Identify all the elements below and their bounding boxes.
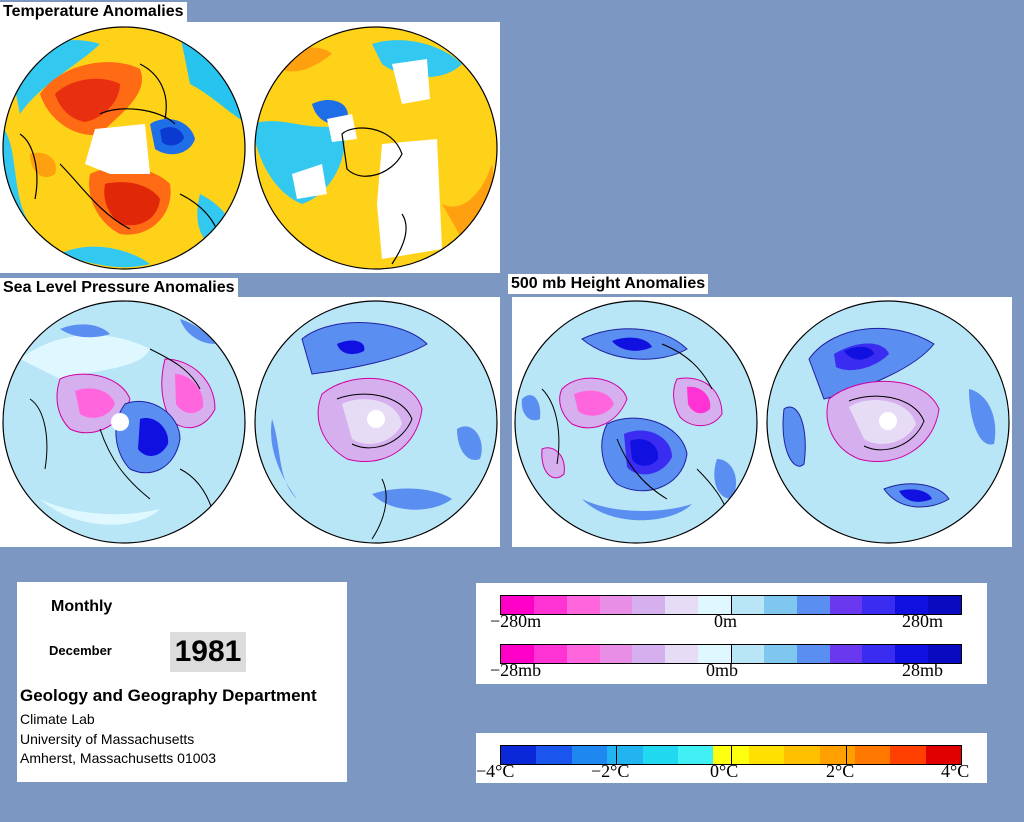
department-label: Geology and Geography Department (20, 686, 317, 705)
scale-swatch (533, 596, 567, 614)
scale-swatch (890, 746, 926, 764)
scale-swatch (862, 645, 896, 663)
scale-swatch (571, 746, 608, 764)
pressure-max-label: 28mb (902, 660, 944, 680)
pressure-min-label: −28mb (490, 660, 542, 680)
scale-swatch (829, 645, 863, 663)
scale-swatch (784, 746, 820, 764)
temp-label-5: 4°C (941, 761, 970, 781)
lab-label: Climate Lab (20, 711, 95, 727)
scale-swatch (599, 645, 633, 663)
scale-swatch (895, 645, 929, 663)
scale-swatch (665, 596, 699, 614)
scale-tick (731, 596, 732, 614)
scale-swatch (698, 596, 732, 614)
temperature-north-globe (2, 26, 246, 270)
slp-north-globe (2, 300, 246, 544)
month-label: December (49, 643, 112, 658)
slp-south-globe (254, 300, 498, 544)
scale-swatch (533, 645, 567, 663)
temp-label-2: −2°C (591, 761, 630, 781)
height-title: 500 mb Height Anomalies (508, 274, 709, 294)
scale-swatch (763, 645, 797, 663)
scale-swatch (895, 596, 929, 614)
pressure-color-scale (500, 644, 962, 664)
temperature-south-globe (254, 26, 498, 270)
scale-swatch (677, 746, 714, 764)
scale-swatch (763, 596, 797, 614)
university-label: University of Massachusetts (20, 731, 195, 747)
pressure-mid-label: 0mb (706, 660, 739, 680)
scale-swatch (501, 596, 534, 614)
scale-swatch (501, 746, 537, 764)
temp-label-3: 0°C (710, 761, 739, 781)
temp-label-1: −4°C (476, 761, 515, 781)
scale-swatch (829, 596, 863, 614)
scale-swatch (642, 746, 678, 764)
scale-swatch (748, 746, 785, 764)
temperature-legend: −4°C −2°C 0°C 2°C 4°C (476, 733, 987, 783)
scale-swatch (925, 746, 962, 764)
scale-tick (616, 746, 617, 764)
scale-swatch (796, 645, 830, 663)
height-pressure-legend: −280m 0m 280m −28mb 0mb 28mb (476, 583, 987, 684)
height-color-scale (500, 595, 962, 615)
scale-swatch (731, 596, 764, 614)
scale-swatch (698, 645, 732, 663)
scale-swatch (632, 596, 666, 614)
scale-swatch (599, 596, 633, 614)
scale-tick (846, 746, 847, 764)
info-box: Monthly December 1981 Geology and Geogra… (17, 582, 347, 782)
slp-title: Sea Level Pressure Anomalies (0, 278, 238, 298)
period-label: Monthly (51, 598, 113, 615)
scale-swatch (796, 596, 830, 614)
scale-swatch (928, 596, 962, 614)
scale-tick (731, 746, 732, 764)
scale-swatch (536, 746, 572, 764)
height-mid-label: 0m (714, 611, 738, 631)
temperature-color-scale (500, 745, 962, 765)
scale-swatch (665, 645, 699, 663)
temp-label-4: 2°C (826, 761, 855, 781)
height-min-label: −280m (490, 611, 542, 631)
scale-swatch (566, 596, 600, 614)
scale-swatch (928, 645, 962, 663)
height-south-globe (766, 300, 1010, 544)
scale-swatch (501, 645, 534, 663)
scale-swatch (731, 645, 764, 663)
scale-tick (731, 645, 732, 663)
height-north-globe (514, 300, 758, 544)
temperature-title: Temperature Anomalies (0, 2, 187, 22)
scale-swatch (566, 645, 600, 663)
scale-swatch (632, 645, 666, 663)
scale-swatch (862, 596, 896, 614)
year-label: 1981 (170, 632, 246, 672)
height-max-label: 280m (902, 611, 944, 631)
address-label: Amherst, Massachusetts 01003 (20, 750, 217, 766)
scale-swatch (854, 746, 891, 764)
